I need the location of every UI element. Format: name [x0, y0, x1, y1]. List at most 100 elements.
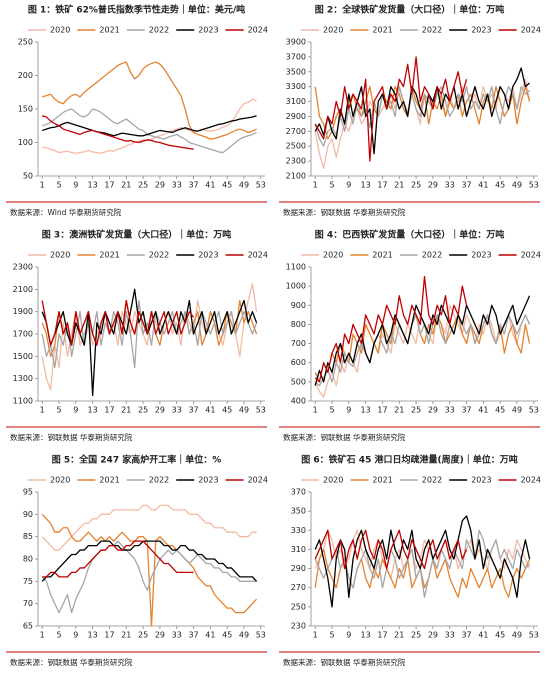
y-tick-label: 310 [291, 545, 306, 554]
legend-label: 2021 [372, 26, 392, 35]
x-tick-label: 17 [104, 631, 114, 640]
x-tick-label: 29 [155, 406, 165, 415]
series-line [314, 529, 468, 570]
x-tick-label: 33 [172, 181, 182, 190]
series-line [314, 78, 531, 170]
y-tick-label: 800 [291, 320, 306, 329]
legend-label: 2022 [422, 476, 442, 485]
y-tick-label: 1300 [13, 374, 33, 383]
x-tick-label: 13 [88, 181, 98, 190]
y-tick-label: 700 [291, 339, 306, 348]
y-tick-label: 900 [291, 301, 306, 310]
y-tick-label: 270 [291, 583, 306, 592]
x-tick-label: 25 [138, 181, 148, 190]
chart-source: 数据来源：钢联数据 华泰期货研究院 [283, 207, 406, 217]
chart-panel: 图 4：巴西铁矿发货量（大口径）｜单位：万吨 400 500 600 700 800 900… [279, 229, 541, 442]
x-tick-label: 25 [138, 406, 148, 415]
chart-title: 图 3：澳洲铁矿发货量（大口径）｜单位：万吨 [42, 229, 231, 241]
x-tick-label: 33 [445, 406, 455, 415]
legend-label: 2020 [50, 476, 70, 485]
x-tick-label: 33 [172, 406, 182, 415]
x-tick-label: 29 [428, 631, 438, 640]
y-tick-label: 3100 [286, 97, 306, 106]
x-tick-label: 21 [121, 181, 131, 190]
series-line [314, 67, 531, 155]
y-tick-label: 2700 [286, 127, 306, 136]
legend-label: 2022 [422, 26, 442, 35]
y-tick-label: 100 [18, 138, 33, 147]
y-tick-label: 370 [291, 488, 306, 497]
y-tick-label: 80 [23, 555, 33, 564]
y-tick-label: 600 [291, 358, 306, 367]
x-tick-label: 53 [529, 631, 539, 640]
series-line [41, 540, 258, 582]
y-tick-label: 95 [23, 488, 33, 497]
x-tick-label: 53 [256, 181, 266, 190]
x-tick-label: 53 [529, 406, 539, 415]
series-line [41, 504, 257, 551]
chart-title: 图 4：巴西铁矿发货量（大口径）｜单位：万吨 [315, 229, 504, 241]
x-tick-label: 9 [73, 631, 78, 640]
legend-label: 2020 [323, 26, 343, 35]
x-tick-label: 37 [461, 631, 471, 640]
y-tick-label: 1700 [13, 330, 33, 339]
legend-label: 2024 [248, 476, 268, 485]
chart-panel: 图 3：澳洲铁矿发货量（大口径）｜单位：万吨110013001500170019… [6, 229, 268, 442]
y-tick-label: 1000 [286, 282, 306, 291]
y-tick-label: 1100 [286, 263, 306, 272]
x-tick-label: 37 [188, 181, 198, 190]
x-tick-label: 9 [346, 406, 351, 415]
x-tick-label: 13 [361, 181, 371, 190]
x-tick-label: 41 [478, 406, 488, 415]
x-tick-label: 37 [461, 406, 471, 415]
y-tick-label: 200 [18, 71, 33, 80]
legend-label: 2023 [198, 476, 218, 485]
legend-label: 2024 [521, 476, 541, 485]
y-tick-label: 3300 [286, 82, 306, 91]
x-tick-label: 49 [239, 631, 249, 640]
y-tick-label: 230 [291, 622, 306, 631]
chart-title: 图 5：全国 247 家高炉开工率｜单位：% [52, 454, 221, 466]
x-tick-label: 49 [239, 181, 249, 190]
series-line [314, 314, 531, 383]
x-tick-label: 13 [361, 406, 371, 415]
x-tick-label: 25 [138, 631, 148, 640]
legend-label: 2024 [521, 26, 541, 35]
x-tick-label: 5 [56, 631, 61, 640]
series-line [314, 314, 531, 387]
x-tick-label: 5 [56, 181, 61, 190]
x-tick-label: 1 [40, 406, 45, 415]
x-tick-label: 21 [394, 181, 404, 190]
legend-label: 2022 [149, 476, 169, 485]
x-tick-label: 49 [512, 181, 522, 190]
x-tick-label: 45 [495, 406, 505, 415]
y-tick-label: 1500 [13, 352, 33, 361]
chart-panel: 图 5：全国 247 家高炉开工率｜单位：% 65 70 75 80 85 90 95 1 5 9 1… [6, 454, 268, 667]
series-line [42, 108, 257, 154]
series-line [42, 540, 194, 578]
x-tick-label: 1 [40, 631, 45, 640]
x-tick-label: 1 [313, 181, 318, 190]
y-tick-label: 3900 [286, 38, 306, 47]
y-tick-label: 150 [18, 105, 33, 114]
legend-label: 2023 [198, 251, 218, 260]
x-tick-label: 53 [256, 631, 266, 640]
chart-panel: 图 2：全球铁矿发货量（大口径）｜单位：万吨 2100 2300 2500 2700 29… [279, 4, 541, 217]
x-tick-label: 9 [73, 181, 78, 190]
series-line [42, 98, 257, 154]
legend-label: 2020 [50, 26, 70, 35]
chart-source: 数据来源：钢联数据 华泰期货研究院 [283, 432, 406, 442]
x-tick-label: 45 [495, 181, 505, 190]
series-line [314, 56, 468, 162]
y-tick-label: 1100 [13, 397, 33, 406]
y-tick-label: 350 [291, 507, 306, 516]
y-tick-label: 50 [23, 172, 33, 181]
x-tick-label: 45 [495, 631, 505, 640]
x-tick-label: 45 [222, 181, 232, 190]
x-tick-label: 25 [411, 631, 421, 640]
x-tick-label: 33 [172, 631, 182, 640]
x-tick-label: 53 [256, 406, 266, 415]
x-tick-label: 21 [394, 631, 404, 640]
series-line [314, 295, 531, 386]
